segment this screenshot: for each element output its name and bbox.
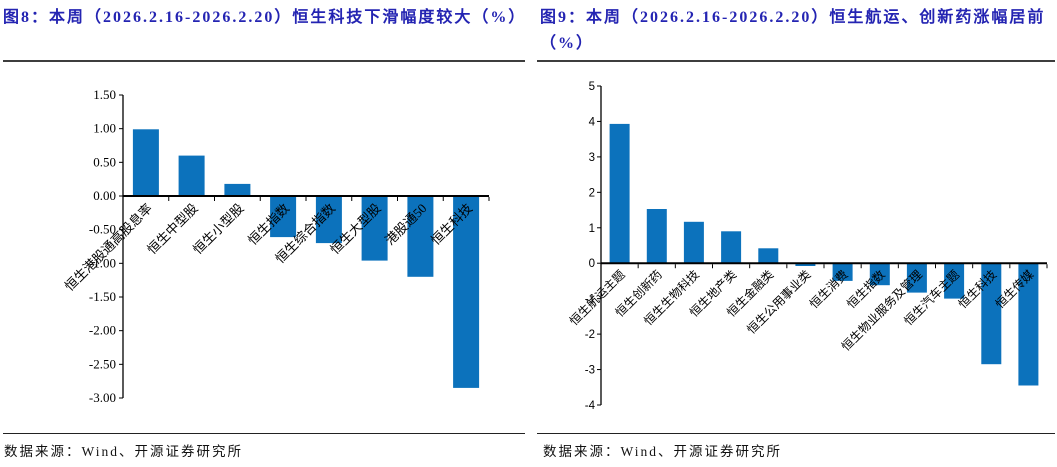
y-tick-label: 2 [589, 187, 595, 199]
category-label: 恒生港股通高股息率 [62, 201, 155, 294]
bar [361, 196, 388, 261]
bar [132, 129, 159, 196]
y-tick-label: 3 [589, 152, 595, 164]
bar [609, 123, 630, 264]
bar [407, 196, 434, 277]
bar [453, 196, 480, 388]
bar [869, 263, 890, 286]
figure8-source: 数据来源：Wind、开源证券研究所 [4, 444, 243, 459]
y-tick-label: -2.50 [89, 356, 116, 371]
bar [906, 263, 927, 293]
category-label: 恒生航运主题 [566, 267, 628, 329]
figure8-title-rule [3, 60, 525, 62]
category-label: 恒生公用事业类 [744, 267, 813, 336]
y-tick-label: -1 [585, 294, 595, 306]
y-tick-label: -0.50 [89, 222, 116, 237]
bar [795, 263, 816, 266]
bar [832, 263, 853, 281]
bar [721, 231, 742, 264]
y-tick-label: 0.00 [93, 188, 116, 203]
y-tick-label: 1.50 [93, 87, 116, 102]
y-tick-label: -4 [585, 400, 596, 412]
bar [758, 248, 779, 264]
category-label: 恒生消费 [807, 267, 851, 311]
bar [270, 196, 297, 238]
figure9-panel: 图9：本周（2026.2.16-2026.2.20）恒生航运、创新药涨幅居前（%… [530, 0, 1057, 467]
bar [683, 221, 704, 264]
y-tick-label: -1.00 [89, 255, 116, 270]
figure8-title: 图8：本周（2026.2.16-2026.2.20）恒生科技下滑幅度较大（%） [3, 9, 527, 26]
figure8-source-rule [3, 433, 525, 434]
y-tick-label: 1.00 [93, 121, 116, 136]
y-tick-label: 0.50 [93, 154, 116, 169]
bar [646, 209, 667, 264]
y-tick-label: -1.50 [89, 289, 116, 304]
figure8-panel: 图8：本周（2026.2.16-2026.2.20）恒生科技下滑幅度较大（%） … [0, 0, 528, 467]
bar [315, 196, 342, 244]
figure9-source: 数据来源：Wind、开源证券研究所 [543, 444, 782, 459]
y-tick-label: 4 [589, 116, 596, 128]
y-tick-label: -2 [585, 329, 595, 341]
figure9-title-rule [537, 60, 1055, 62]
y-tick-label: 0 [589, 258, 595, 270]
figure9-title: 图9：本周（2026.2.16-2026.2.20）恒生航运、创新药涨幅居前（%… [540, 9, 1046, 52]
bar [944, 263, 965, 299]
y-tick-label: 5 [589, 81, 595, 93]
y-tick-label: -3 [585, 365, 595, 377]
y-tick-label: -3.00 [89, 390, 116, 405]
bar [178, 155, 205, 196]
figure9-bar-chart: -4-3-2-1012345恒生航运主题恒生创新药恒生生物科技恒生地产类恒生金融… [566, 81, 1048, 412]
y-tick-label: 1 [589, 223, 595, 235]
bar [224, 183, 251, 196]
figure8-bar-chart: -3.00 -2.50 -2.00 -1.50 -1.00 -0.50 0.00 0.50 1.… [62, 87, 490, 405]
figure9-source-rule [537, 433, 1055, 434]
y-tick-label: -2.00 [89, 323, 116, 338]
bar [1018, 263, 1039, 386]
bar [981, 263, 1002, 365]
